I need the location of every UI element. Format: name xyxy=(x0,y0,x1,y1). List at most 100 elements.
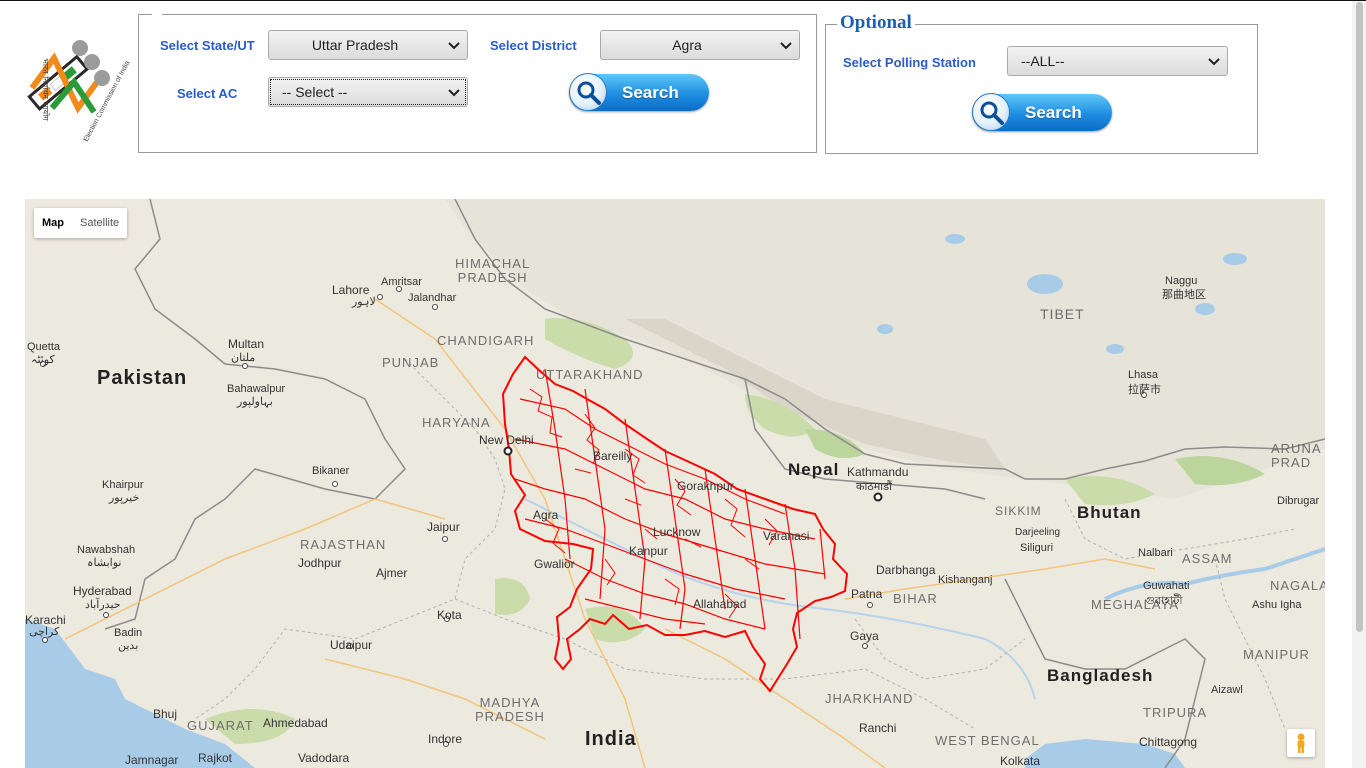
map-label-indore: Indore xyxy=(428,732,463,746)
map-label-lhasa: Lhasa xyxy=(1128,369,1158,381)
map-label-gujarat: GUJARAT xyxy=(187,718,254,733)
chevron-down-icon xyxy=(441,84,467,100)
map-label-badin-ur: بدین xyxy=(118,640,139,652)
map-label-karachi-ur: کراچی xyxy=(29,626,60,638)
map-label-gaya: Gaya xyxy=(850,629,879,643)
map-type-map-button[interactable]: Map xyxy=(42,217,64,229)
chevron-down-icon xyxy=(773,37,799,53)
map-label-himachal: HIMACHAL PRADESH xyxy=(455,256,531,285)
map-label-multan: Multan xyxy=(228,337,265,351)
map-label-multan-ur: ملتان xyxy=(231,352,256,364)
polling-station-value: --ALL-- xyxy=(1021,53,1065,69)
map-label-hyderabad-ur: حیدرآباد xyxy=(85,599,121,611)
search-icon xyxy=(569,73,607,111)
optional-search-button[interactable]: Search xyxy=(972,93,1112,131)
map-label-kota: Kota xyxy=(437,608,462,622)
map-label-bahawalpur: Bahawalpur xyxy=(227,383,286,395)
map-label-tibet: TIBET xyxy=(1040,306,1085,322)
map-label-lucknow: Lucknow xyxy=(653,525,701,539)
map-label-arunachal: ARUNA PRAD xyxy=(1271,441,1322,470)
window-top-border xyxy=(0,0,1366,1)
ac-select[interactable]: -- Select -- xyxy=(268,77,468,107)
map-label-kathmandu-ne: काठमाडौं xyxy=(856,481,892,493)
map-label-nagaland: NAGALAND xyxy=(1270,578,1325,593)
map-label-agra: Agra xyxy=(533,508,559,522)
map-label-uttarakhand: UTTARAKHAND xyxy=(536,367,644,382)
state-label: Select State/UT xyxy=(160,38,255,53)
map-label-gwalior: Gwalior xyxy=(534,557,575,571)
map-label-bihar: BIHAR xyxy=(893,591,938,606)
map-label-lahore: Lahore xyxy=(332,283,370,297)
chevron-down-icon xyxy=(1201,53,1227,69)
street-view-pegman-icon[interactable] xyxy=(1287,729,1315,757)
map-label-india: India xyxy=(585,728,637,750)
map-label-chittagong: Chittagong xyxy=(1139,735,1198,749)
map-label-gorakhpur: Gorakhpur xyxy=(677,479,734,493)
state-select[interactable]: Uttar Pradesh xyxy=(268,30,468,60)
optional-search-button-label: Search xyxy=(1025,103,1082,122)
map-label-bhuj: Bhuj xyxy=(153,707,178,721)
map-label-guwahati-bn: গুৱাহাটী xyxy=(1145,595,1183,607)
optional-legend: Optional xyxy=(837,12,915,34)
map-label-haryana: HARYANA xyxy=(422,415,491,430)
map-label-quetta-ur: کوئٹہ xyxy=(31,354,55,366)
map-label-tripura: TRIPURA xyxy=(1143,705,1208,720)
map-label-varanasi: Varanasi xyxy=(763,529,810,543)
polling-station-select[interactable]: --ALL-- xyxy=(1007,46,1228,76)
map-label-nalbari: Nalbari xyxy=(1138,547,1173,559)
optional-panel xyxy=(825,24,1258,154)
map-label-jaipur: Jaipur xyxy=(427,520,460,534)
map-label-kolkata: Kolkata xyxy=(1000,754,1041,768)
map-label-bahawalpur-ur: بہاولپور xyxy=(237,396,273,408)
map-label-quetta: Quetta xyxy=(27,341,61,353)
map-label-amritsar: Amritsar xyxy=(381,276,422,288)
chevron-down-icon xyxy=(441,37,467,53)
search-button[interactable]: Search xyxy=(569,73,709,111)
ac-label: Select AC xyxy=(177,86,238,101)
map-label-dibrugarh: Dibrugar xyxy=(1277,495,1320,507)
map-label-udaipur: Udaipur xyxy=(330,638,373,652)
eci-logo-icon: भारत निर्वाचन आयोग Election Commission o… xyxy=(22,38,131,143)
district-select[interactable]: Agra xyxy=(600,30,800,60)
map-label-khairpur-ur: خیرپور xyxy=(109,492,140,504)
map-label-meghalaya: MEGHALAYA xyxy=(1091,597,1179,612)
map-terrain xyxy=(25,199,1325,768)
map-label-jharkhand: JHARKHAND xyxy=(825,691,914,706)
search-form-panel xyxy=(138,14,817,153)
map-label-siliguri: Siliguri xyxy=(1020,542,1054,554)
map-label-vadodara: Vadodara xyxy=(298,751,350,765)
map-label-ashuigha: Ashu Igha xyxy=(1252,599,1302,611)
page-scrollbar[interactable] xyxy=(1352,1,1366,768)
map-label-darbhanga: Darbhanga xyxy=(876,563,936,577)
map-label-darjeeling: Darjeeling xyxy=(1015,527,1061,538)
map-label-nawabshah: Nawabshah xyxy=(77,544,136,556)
search-button-label: Search xyxy=(622,83,679,102)
map-view[interactable]: Pakistan Nepal Bhutan India Bangladesh T… xyxy=(25,199,1325,768)
map-label-lahore-ur: لاہور xyxy=(352,296,376,308)
map-label-badin: Badin xyxy=(114,627,143,639)
map-label-nawabshah-ur: نوابشاہ xyxy=(87,557,122,569)
map-label-karachi: Karachi xyxy=(25,613,66,627)
ac-select-value: -- Select -- xyxy=(282,84,348,100)
map-label-naggu: Naggu xyxy=(1165,275,1198,287)
logo-text-hindi: भारत निर्वाचन आयोग xyxy=(40,58,50,121)
map-label-sikkim: SIKKIM xyxy=(995,504,1042,518)
map-label-aizawl: Aizawl xyxy=(1211,684,1243,696)
map-label-chandigarh: CHANDIGARH xyxy=(437,333,535,348)
map-label-allahabad: Allahabad xyxy=(693,597,747,611)
search-icon xyxy=(972,93,1010,131)
map-label-rajasthan: RAJASTHAN xyxy=(300,537,387,552)
map-label-patna: Patna xyxy=(851,587,883,601)
map-label-jodhpur: Jodhpur xyxy=(298,556,342,570)
scrollbar-thumb[interactable] xyxy=(1356,2,1363,632)
polling-station-label: Select Polling Station xyxy=(843,55,976,70)
district-select-value: Agra xyxy=(672,37,702,53)
map-label-naggu-zh: 那曲地区 xyxy=(1162,289,1206,301)
map-label-madhya: MADHYA PRADESH xyxy=(475,695,545,724)
map-label-hyderabad: Hyderabad xyxy=(73,584,132,598)
map-label-bareilly: Bareilly xyxy=(593,449,633,463)
map-label-rajkot: Rajkot xyxy=(198,751,233,765)
map-type-satellite-button[interactable]: Satellite xyxy=(80,217,120,229)
map-label-khairpur: Khairpur xyxy=(102,479,144,491)
district-label: Select District xyxy=(490,38,577,53)
